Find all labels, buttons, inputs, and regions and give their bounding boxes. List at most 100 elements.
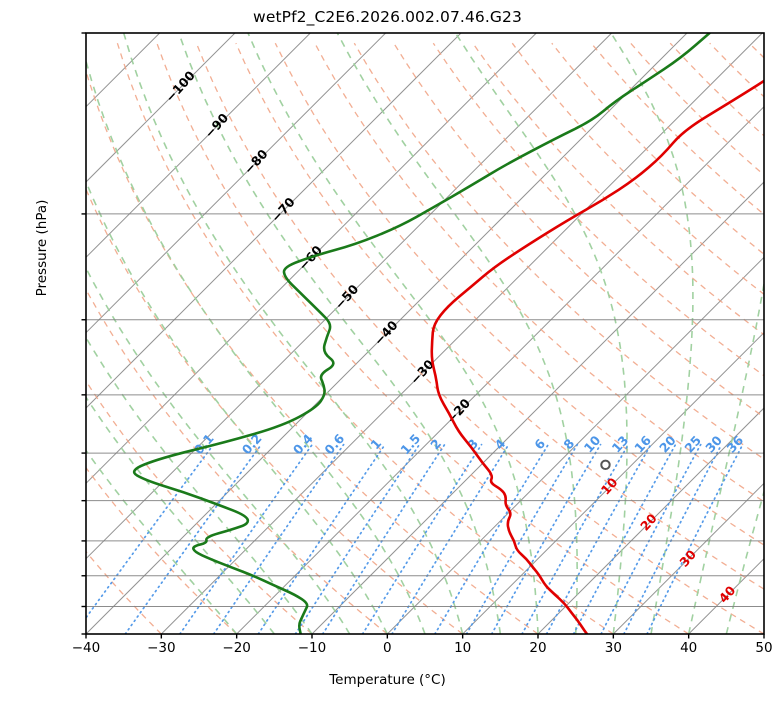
mixing-ratio-line <box>572 443 677 634</box>
isotherm-label: −100 <box>162 68 198 105</box>
mixing-ratio-line <box>490 443 602 634</box>
mixing-ratio-label: 25 <box>681 433 704 456</box>
isotherm-label: −50 <box>332 281 362 312</box>
dry-adiabat-line <box>353 42 764 460</box>
moist-adiabat-line <box>247 33 539 634</box>
mixing-ratio-line <box>646 443 744 634</box>
dry-adiabat-line <box>156 42 690 634</box>
mixing-ratio-label: 13 <box>609 433 632 456</box>
x-tick-label: −40 <box>71 640 101 656</box>
isotherm-line <box>386 256 764 634</box>
mixing-ratio-label: 36 <box>724 432 747 455</box>
isotherm-line <box>86 33 161 108</box>
dry-adiabat-line <box>86 550 162 634</box>
moist-adiabat-line <box>86 336 313 634</box>
mixing-ratio-label: 16 <box>631 432 654 455</box>
mixing-ratio-label: 6 <box>531 436 548 453</box>
mixing-ratio-line <box>124 443 263 634</box>
isotherm-line <box>537 407 764 634</box>
lcl-marker <box>600 459 611 471</box>
mixing-ratio-label: 10 <box>581 432 604 455</box>
moist-adiabat-line <box>122 33 464 634</box>
isotherm-line <box>311 181 764 634</box>
isotherm-line <box>763 633 764 634</box>
dry-adiabat-line <box>709 42 764 98</box>
isotherm-label: −90 <box>202 110 232 141</box>
x-tick-label: 40 <box>680 640 698 656</box>
moist-adiabat-line <box>610 33 694 634</box>
series-line-dewpoint <box>132 33 711 634</box>
isotherm-line <box>160 33 763 634</box>
isotherm-line <box>86 33 311 259</box>
x-tick-label: −20 <box>222 640 251 656</box>
mixing-ratio-line <box>257 443 386 634</box>
isotherm-line <box>462 331 764 634</box>
moist-adiabat-line <box>454 33 628 634</box>
x-tick-label: −10 <box>297 640 327 656</box>
x-tick-label: −30 <box>147 640 176 656</box>
isotherm-line <box>86 33 613 560</box>
x-tick-label: 20 <box>529 640 547 656</box>
isotherm-line <box>86 33 537 485</box>
mixing-ratio-line <box>465 443 579 634</box>
isotherm-label: 20 <box>637 510 660 533</box>
mixing-ratio-line <box>623 443 723 634</box>
dry-adiabat-line <box>86 187 464 634</box>
moist-adiabat-line <box>687 279 764 634</box>
isotherm-line <box>86 33 462 409</box>
plot-frame <box>85 32 765 635</box>
dry-adiabat-line <box>274 42 764 546</box>
moist-adiabat-line <box>86 266 351 634</box>
isotherm-line <box>86 33 688 634</box>
isotherm-label: −80 <box>241 146 271 177</box>
chart-title: wetPf2_C2E6.2026.002.07.46.G23 <box>253 8 522 26</box>
dry-adiabat-line <box>86 633 87 634</box>
moist-adiabat-line <box>86 449 238 634</box>
moist-adiabat-line <box>336 33 578 634</box>
mixing-ratio-line <box>434 443 550 634</box>
x-tick-label: 0 <box>383 640 392 656</box>
isotherm-line <box>236 105 764 634</box>
isotherm-line <box>86 33 236 183</box>
x-tick-label: 10 <box>454 640 472 656</box>
moist-adiabat-line <box>178 33 502 634</box>
moist-adiabat-line <box>86 395 275 634</box>
moist-adiabat-line <box>763 630 764 634</box>
isotherm-line <box>86 33 387 334</box>
dry-adiabat-line <box>86 288 388 634</box>
x-axis-label: Temperature (°C) <box>329 672 446 688</box>
isotherm-label: −40 <box>371 317 401 348</box>
mixing-ratio-label: 30 <box>702 432 725 455</box>
dry-adiabat-line <box>86 466 238 634</box>
isotherm-line <box>0 33 84 634</box>
mixing-ratio-line <box>521 443 630 634</box>
mixing-ratio-line <box>321 443 446 634</box>
isotherm-label: 10 <box>598 474 621 497</box>
dry-adiabat-line <box>432 42 764 377</box>
mixing-ratio-line <box>294 443 421 634</box>
mixing-ratio-line <box>545 443 652 634</box>
moist-adiabat-line <box>86 179 389 634</box>
dry-adiabat-line <box>116 43 614 634</box>
mixing-ratio-line <box>600 443 702 634</box>
moist-adiabat-line <box>725 488 764 634</box>
mixing-ratio-line <box>391 443 510 634</box>
dry-adiabat-line <box>195 42 764 634</box>
dry-adiabat-line <box>472 42 764 336</box>
isotherm-line <box>0 33 9 634</box>
gridlines-group: 0.1 0.2 0.4 0.6 1 1.5 2 3 4 6 8 10 13 16 20 253036−100−… <box>0 33 764 634</box>
mixing-ratio-line <box>212 443 345 634</box>
isotherm-label: 30 <box>676 547 699 570</box>
x-tick-label: 30 <box>604 640 622 656</box>
mixing-ratio-label: 1 <box>367 436 384 453</box>
mixing-ratio-line <box>86 443 215 620</box>
dry-adiabat-line <box>86 69 539 634</box>
x-tick-label: 50 <box>755 640 773 656</box>
dry-adiabat-line <box>235 42 764 590</box>
isotherm-line <box>612 482 764 634</box>
mixing-ratio-label: 20 <box>656 432 679 455</box>
mixing-ratio-line <box>361 443 483 634</box>
mixing-ratio-line <box>179 443 314 634</box>
